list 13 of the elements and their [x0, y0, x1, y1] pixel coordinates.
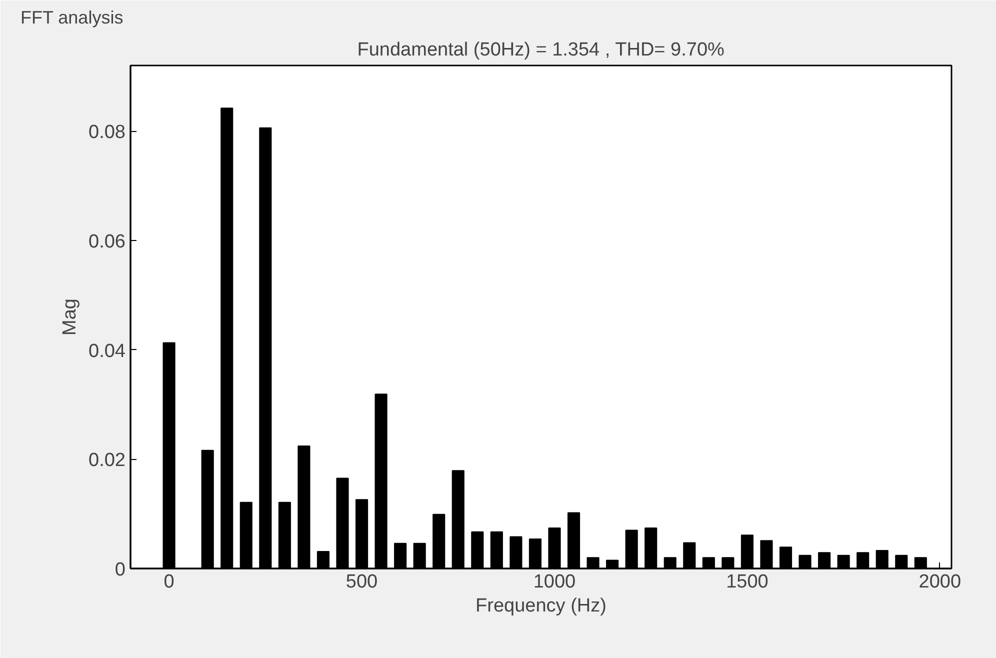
chart-title: FFT analysis [20, 8, 124, 28]
x-tick-label: 1500 [726, 572, 768, 592]
x-tick-label: 0 [164, 572, 174, 592]
y-tick-label: 0.02 [88, 450, 126, 472]
x-axis-title: Frequency (Hz) [476, 596, 606, 616]
y-axis-title: Mag [60, 298, 81, 336]
chart-subtitle: Fundamental (50Hz) = 1.354 , THD= 9.70% [357, 40, 725, 60]
x-tick-label: 500 [346, 572, 378, 592]
x-tick-label: 2000 [918, 572, 962, 592]
x-tick-label: 1000 [533, 572, 576, 592]
y-tick-label: 0.06 [88, 231, 126, 252]
y-tick-label: 0.08 [88, 122, 126, 144]
y-tick-label: 0.04 [88, 340, 126, 362]
